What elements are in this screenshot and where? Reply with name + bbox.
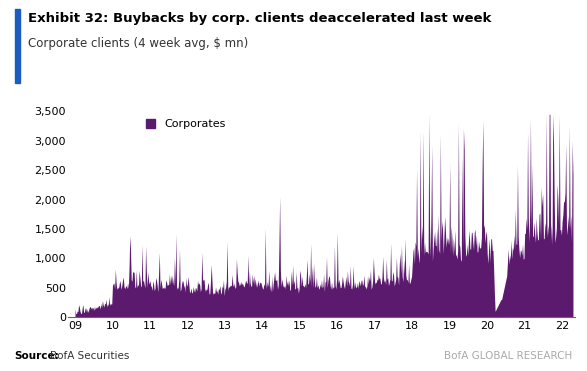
Text: Source:: Source: — [15, 351, 59, 361]
Text: Corporate clients (4 week avg, $ mn): Corporate clients (4 week avg, $ mn) — [28, 37, 248, 50]
Legend: Corporates: Corporates — [144, 117, 228, 131]
Text: BofA Securities: BofA Securities — [50, 351, 129, 361]
Text: BofA GLOBAL RESEARCH: BofA GLOBAL RESEARCH — [444, 351, 572, 361]
Text: Exhibit 32: Buybacks by corp. clients deaccelerated last week: Exhibit 32: Buybacks by corp. clients de… — [28, 12, 491, 25]
